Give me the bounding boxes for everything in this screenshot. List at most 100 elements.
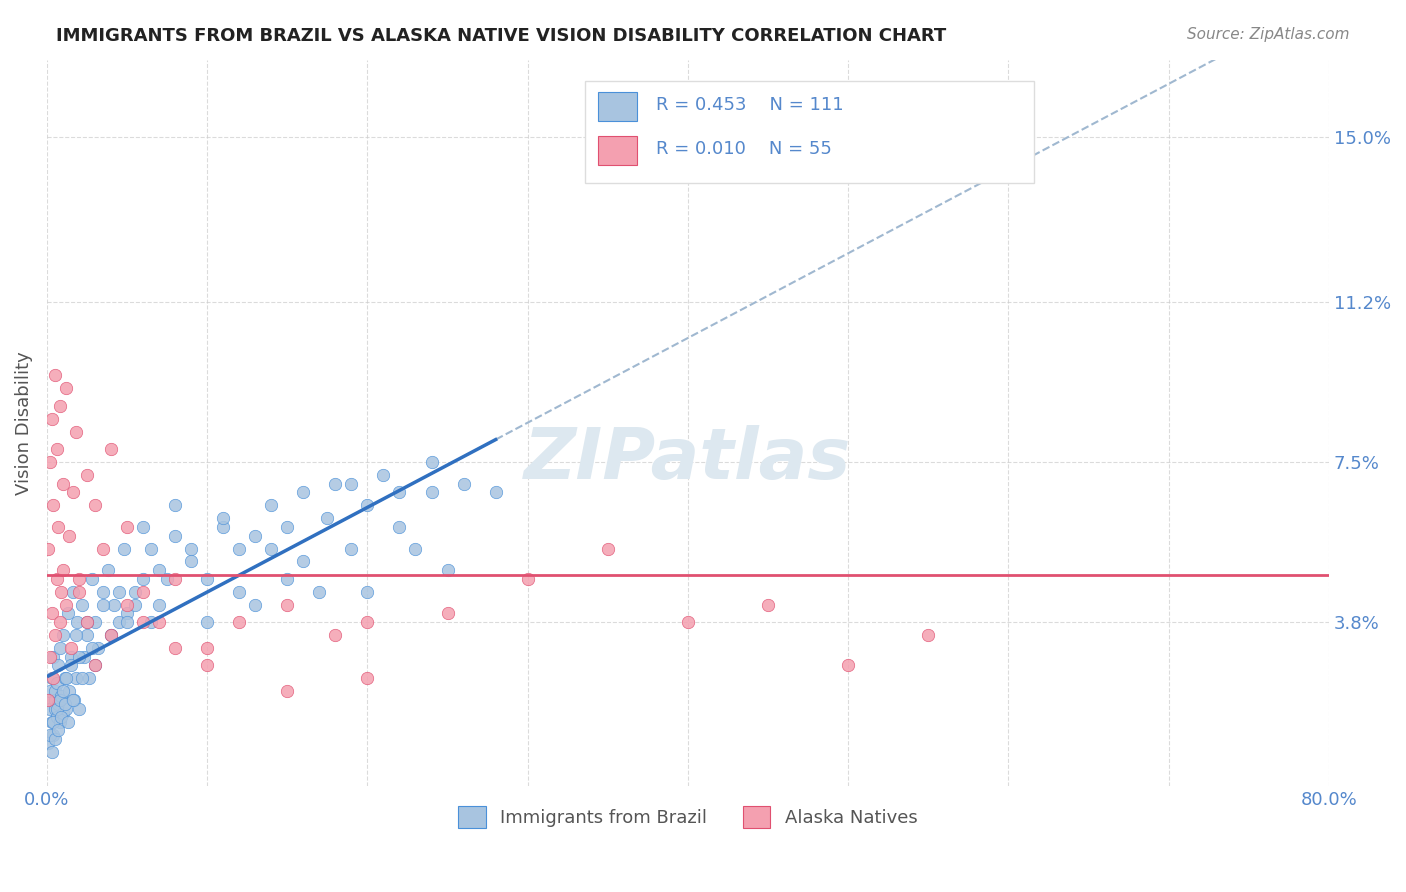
Point: [165, 640, 187, 655]
Point: [84, 658, 107, 673]
Point: [51, 689, 73, 703]
Point: [48, 640, 70, 655]
Point: [420, 485, 443, 500]
Point: [228, 541, 250, 556]
Point: [212, 511, 235, 525]
Point: [132, 584, 155, 599]
Point: [42, 671, 65, 685]
Point: [103, 598, 125, 612]
Point: [356, 615, 378, 629]
Point: [516, 572, 538, 586]
Point: [292, 554, 315, 568]
Point: [59, 658, 82, 673]
Point: [39, 701, 62, 715]
Point: [76, 615, 98, 629]
Point: [195, 572, 218, 586]
Point: [165, 572, 187, 586]
Point: [276, 598, 298, 612]
Point: [292, 485, 315, 500]
Point: [52, 476, 75, 491]
Point: [325, 628, 347, 642]
Point: [108, 615, 131, 629]
Point: [45, 701, 67, 715]
Point: [37, 693, 59, 707]
Point: [70, 671, 93, 685]
Point: [195, 615, 218, 629]
Point: [676, 615, 699, 629]
Point: [37, 736, 59, 750]
Point: [276, 684, 298, 698]
Point: [59, 640, 82, 655]
Point: [52, 684, 75, 698]
Point: [148, 598, 170, 612]
Point: [76, 615, 98, 629]
Point: [180, 554, 202, 568]
Point: [67, 701, 90, 715]
Point: [45, 442, 67, 456]
Point: [276, 520, 298, 534]
Point: [260, 541, 283, 556]
Point: [51, 710, 73, 724]
Point: [52, 628, 75, 642]
Point: [44, 701, 66, 715]
Point: [340, 541, 363, 556]
Point: [48, 615, 70, 629]
Point: [80, 572, 103, 586]
Point: [165, 498, 187, 512]
Text: R = 0.010    N = 55: R = 0.010 N = 55: [655, 140, 832, 158]
Point: [91, 584, 114, 599]
Point: [65, 425, 87, 439]
Point: [115, 615, 138, 629]
Point: [55, 381, 77, 395]
Point: [195, 658, 218, 673]
Point: [67, 572, 90, 586]
Point: [66, 615, 89, 629]
Text: ZIPatlas: ZIPatlas: [524, 425, 852, 494]
Text: IMMIGRANTS FROM BRAZIL VS ALASKA NATIVE VISION DISABILITY CORRELATION CHART: IMMIGRANTS FROM BRAZIL VS ALASKA NATIVE …: [56, 27, 946, 45]
Point: [76, 467, 98, 482]
Point: [756, 598, 779, 612]
Point: [139, 615, 162, 629]
Point: [115, 607, 138, 621]
FancyBboxPatch shape: [585, 81, 1035, 183]
Point: [837, 658, 859, 673]
Point: [41, 714, 63, 729]
Point: [58, 684, 80, 698]
Point: [84, 658, 107, 673]
Point: [52, 706, 75, 720]
Point: [53, 671, 76, 685]
Point: [100, 628, 122, 642]
Point: [84, 498, 107, 512]
Point: [356, 498, 378, 512]
Point: [124, 598, 146, 612]
Point: [228, 615, 250, 629]
Point: [356, 584, 378, 599]
Point: [39, 455, 62, 469]
Point: [46, 698, 69, 712]
Point: [39, 727, 62, 741]
Point: [42, 714, 65, 729]
Point: [48, 693, 70, 707]
Point: [132, 615, 155, 629]
Point: [56, 607, 79, 621]
Point: [62, 584, 84, 599]
Point: [48, 399, 70, 413]
Point: [51, 584, 73, 599]
Point: [436, 607, 458, 621]
Text: Source: ZipAtlas.com: Source: ZipAtlas.com: [1187, 27, 1350, 42]
Point: [46, 723, 69, 738]
Point: [112, 541, 135, 556]
Point: [67, 584, 90, 599]
Point: [65, 671, 87, 685]
Point: [63, 693, 86, 707]
Point: [245, 528, 267, 542]
Point: [108, 584, 131, 599]
Point: [212, 520, 235, 534]
Point: [46, 520, 69, 534]
Point: [148, 615, 170, 629]
Point: [453, 476, 475, 491]
Point: [340, 476, 363, 491]
Point: [115, 520, 138, 534]
Point: [260, 498, 283, 512]
Point: [48, 714, 70, 729]
